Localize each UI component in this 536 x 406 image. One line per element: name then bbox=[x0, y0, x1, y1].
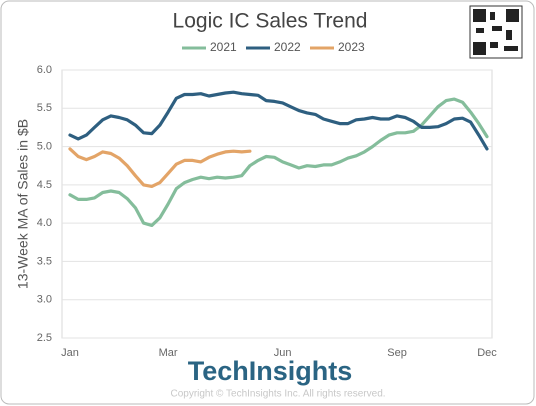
legend-label: 2022 bbox=[274, 40, 301, 54]
y-tick-label: 6.0 bbox=[37, 64, 52, 76]
legend-label: 2023 bbox=[338, 40, 365, 54]
y-tick-label: 3.0 bbox=[37, 294, 52, 306]
series-line bbox=[68, 147, 252, 188]
series-line bbox=[68, 97, 489, 227]
qr-code bbox=[469, 5, 523, 59]
legend-label: 2021 bbox=[210, 40, 237, 54]
series-line bbox=[68, 90, 489, 151]
chart-title: Logic IC Sales Trend bbox=[173, 10, 368, 33]
y-tick-label: 5.0 bbox=[37, 140, 52, 152]
x-tick-label: Jan bbox=[61, 347, 79, 359]
y-tick-label: 4.0 bbox=[37, 217, 52, 229]
copyright: Copyright © TechInsights Inc. All rights… bbox=[170, 389, 385, 400]
y-tick-label: 2.5 bbox=[37, 332, 52, 344]
x-tick-label: Jun bbox=[274, 347, 292, 359]
y-tick-label: 5.5 bbox=[37, 102, 52, 114]
y-tick-label: 4.5 bbox=[37, 179, 52, 191]
brand-logo: TechInsights bbox=[188, 356, 353, 386]
x-tick-label: Sep bbox=[387, 347, 407, 359]
x-tick-label: Dec bbox=[477, 347, 497, 359]
x-tick-label: Mar bbox=[159, 347, 178, 359]
y-tick-label: 3.5 bbox=[37, 255, 52, 267]
y-axis-label: 13-Week MA of Sales in $B bbox=[15, 119, 31, 289]
